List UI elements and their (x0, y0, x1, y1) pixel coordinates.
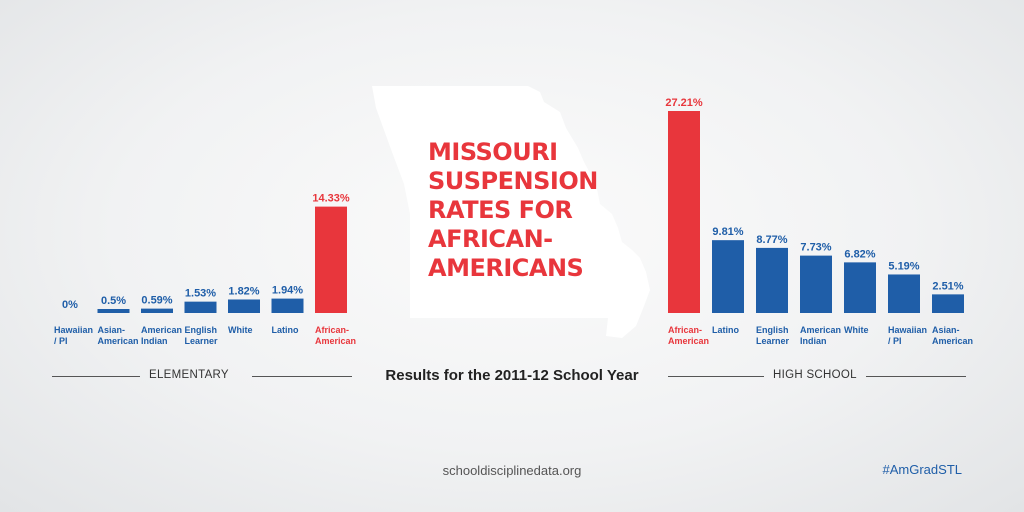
value-label: 1.82% (228, 285, 259, 297)
value-label: 1.94% (272, 285, 303, 297)
bar (228, 299, 260, 313)
bar (668, 111, 700, 313)
bar (800, 255, 832, 313)
category-label: African-American (668, 325, 709, 346)
value-label: 14.33% (312, 193, 350, 205)
category-label: Hawaiian / PI (54, 325, 93, 346)
value-label: 0% (62, 299, 78, 311)
source-credit: schooldisciplinedata.org (442, 463, 582, 478)
bar (712, 240, 744, 313)
title-line: AMERICANS (428, 254, 584, 282)
category-label: Latino (272, 325, 299, 335)
category-label: Hawaiian / PI (888, 325, 927, 346)
value-label: 1.53% (185, 288, 216, 300)
category-label: American Indian (141, 325, 182, 346)
title-line: SUSPENSION (428, 167, 598, 195)
bar (844, 262, 876, 313)
bar (141, 308, 173, 313)
title-line: AFRICAN- (428, 225, 553, 253)
value-label: 7.73% (800, 242, 831, 254)
category-label: American Indian (800, 325, 841, 346)
value-label: 0.59% (141, 295, 172, 307)
value-label: 9.81% (712, 226, 743, 238)
high-school-label: HIGH SCHOOL (773, 369, 857, 381)
category-label: Asian-American (98, 325, 139, 346)
highschool-rule-right (866, 376, 966, 377)
category-label: English Learner (185, 325, 219, 346)
title-line: RATES FOR (428, 196, 573, 224)
category-label: English Learner (756, 325, 790, 346)
elementary-rule-right (252, 376, 352, 377)
category-label: Latino (712, 325, 739, 335)
category-label: African-American (315, 325, 356, 346)
bar (932, 294, 964, 313)
subtitle: Results for the 2011-12 School Year (385, 367, 639, 384)
elementary-label: ELEMENTARY (149, 369, 229, 381)
value-label: 6.82% (844, 248, 875, 260)
elementary-rule-left (52, 376, 140, 377)
missouri-map-shape (372, 86, 650, 338)
value-label: 5.19% (888, 260, 919, 272)
bar (756, 247, 788, 313)
category-label: Asian-American (932, 325, 973, 346)
chart-title: MISSOURI SUSPENSION RATES FOR AFRICAN- A… (428, 138, 598, 283)
value-label: 2.51% (932, 280, 963, 292)
bar (315, 206, 347, 313)
bar (184, 301, 217, 313)
value-label: 0.5% (101, 295, 126, 307)
hashtag: #AmGradSTL (882, 462, 962, 477)
value-label: 27.21% (665, 97, 703, 109)
bar (888, 274, 920, 313)
value-label: 8.77% (756, 234, 787, 246)
category-label: White (228, 325, 253, 335)
bar (97, 309, 130, 313)
highschool-rule-left (668, 376, 764, 377)
category-label: White (844, 325, 869, 335)
title-line: MISSOURI (428, 138, 558, 166)
bar (271, 298, 304, 313)
